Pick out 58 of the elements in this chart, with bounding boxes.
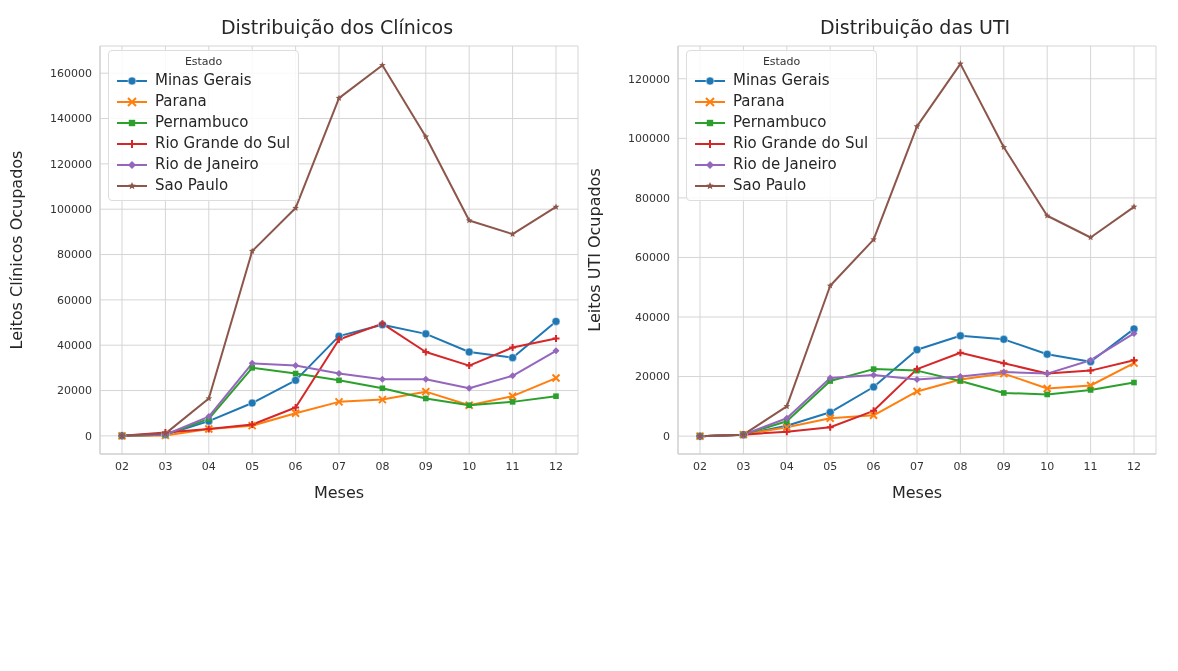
y-tick-label: 120000 (50, 157, 92, 171)
x-tick-label: 06 (288, 459, 303, 473)
y-tick-label: 40000 (635, 310, 670, 324)
x-tick-label: 04 (779, 459, 794, 473)
y-axis-title: Leitos UTI Ocupados (584, 168, 604, 332)
x-tick-label: 11 (505, 459, 520, 473)
x-tick-label: 10 (1040, 459, 1055, 473)
legend-label: Sao Paulo (155, 175, 229, 196)
y-tick-label: 80000 (635, 191, 670, 205)
legend-label: Rio de Janeiro (155, 154, 259, 175)
x-tick-label: 04 (201, 459, 216, 473)
x-tick-label: 08 (375, 459, 390, 473)
y-tick-label: 0 (85, 429, 92, 443)
y-tick-label: 160000 (50, 67, 92, 81)
y-tick-label: 60000 (635, 251, 670, 265)
chart-title: Distribuição das UTI (818, 16, 1012, 38)
legend-label: Parana (733, 91, 785, 112)
x-tick-label: 03 (158, 459, 173, 473)
legend-title: Estado (183, 55, 224, 68)
x-tick-label: 07 (332, 459, 346, 473)
x-tick-label: 09 (996, 459, 1011, 473)
y-tick-label: 140000 (50, 112, 92, 126)
y-tick-label: 100000 (628, 132, 670, 146)
legend-label: Pernambuco (733, 112, 827, 133)
chart-title: Distribuição dos Clínicos (219, 16, 455, 38)
legend-label: Rio Grande do Sul (733, 133, 869, 154)
y-tick-label: 20000 (57, 384, 92, 398)
x-tick-label: 06 (866, 459, 881, 473)
x-axis-title: Meses (891, 483, 943, 502)
x-tick-label: 02 (693, 459, 707, 473)
x-tick-label: 10 (462, 459, 477, 473)
y-tick-label: 80000 (57, 248, 92, 262)
x-tick-label: 07 (910, 459, 924, 473)
x-tick-label: 05 (823, 459, 838, 473)
x-tick-label: 11 (1083, 459, 1098, 473)
y-tick-label: 20000 (635, 370, 670, 384)
x-tick-label: 03 (736, 459, 751, 473)
legend-label: Pernambuco (155, 112, 249, 133)
legend-label: Rio Grande do Sul (155, 133, 291, 154)
legend-title: Estado (761, 55, 802, 68)
y-axis-title: Leitos Clínicos Ocupados (6, 150, 26, 350)
x-tick-label: 02 (115, 459, 129, 473)
y-tick-label: 60000 (57, 293, 92, 307)
legend-label: Minas Gerais (155, 70, 252, 91)
x-tick-label: 05 (245, 459, 260, 473)
x-tick-label: 12 (1127, 459, 1141, 473)
y-tick-label: 0 (663, 430, 670, 444)
y-tick-label: 40000 (57, 339, 92, 353)
y-tick-label: 120000 (628, 72, 670, 86)
y-tick-label: 100000 (50, 203, 92, 217)
legend-label: Sao Paulo (733, 175, 807, 196)
legend-label: Minas Gerais (733, 70, 830, 91)
x-axis-title: Meses (313, 483, 365, 502)
x-tick-label: 09 (418, 459, 433, 473)
x-tick-label: 12 (549, 459, 563, 473)
legend-label: Rio de Janeiro (733, 154, 837, 175)
legend-label: Parana (155, 91, 207, 112)
x-tick-label: 08 (953, 459, 968, 473)
